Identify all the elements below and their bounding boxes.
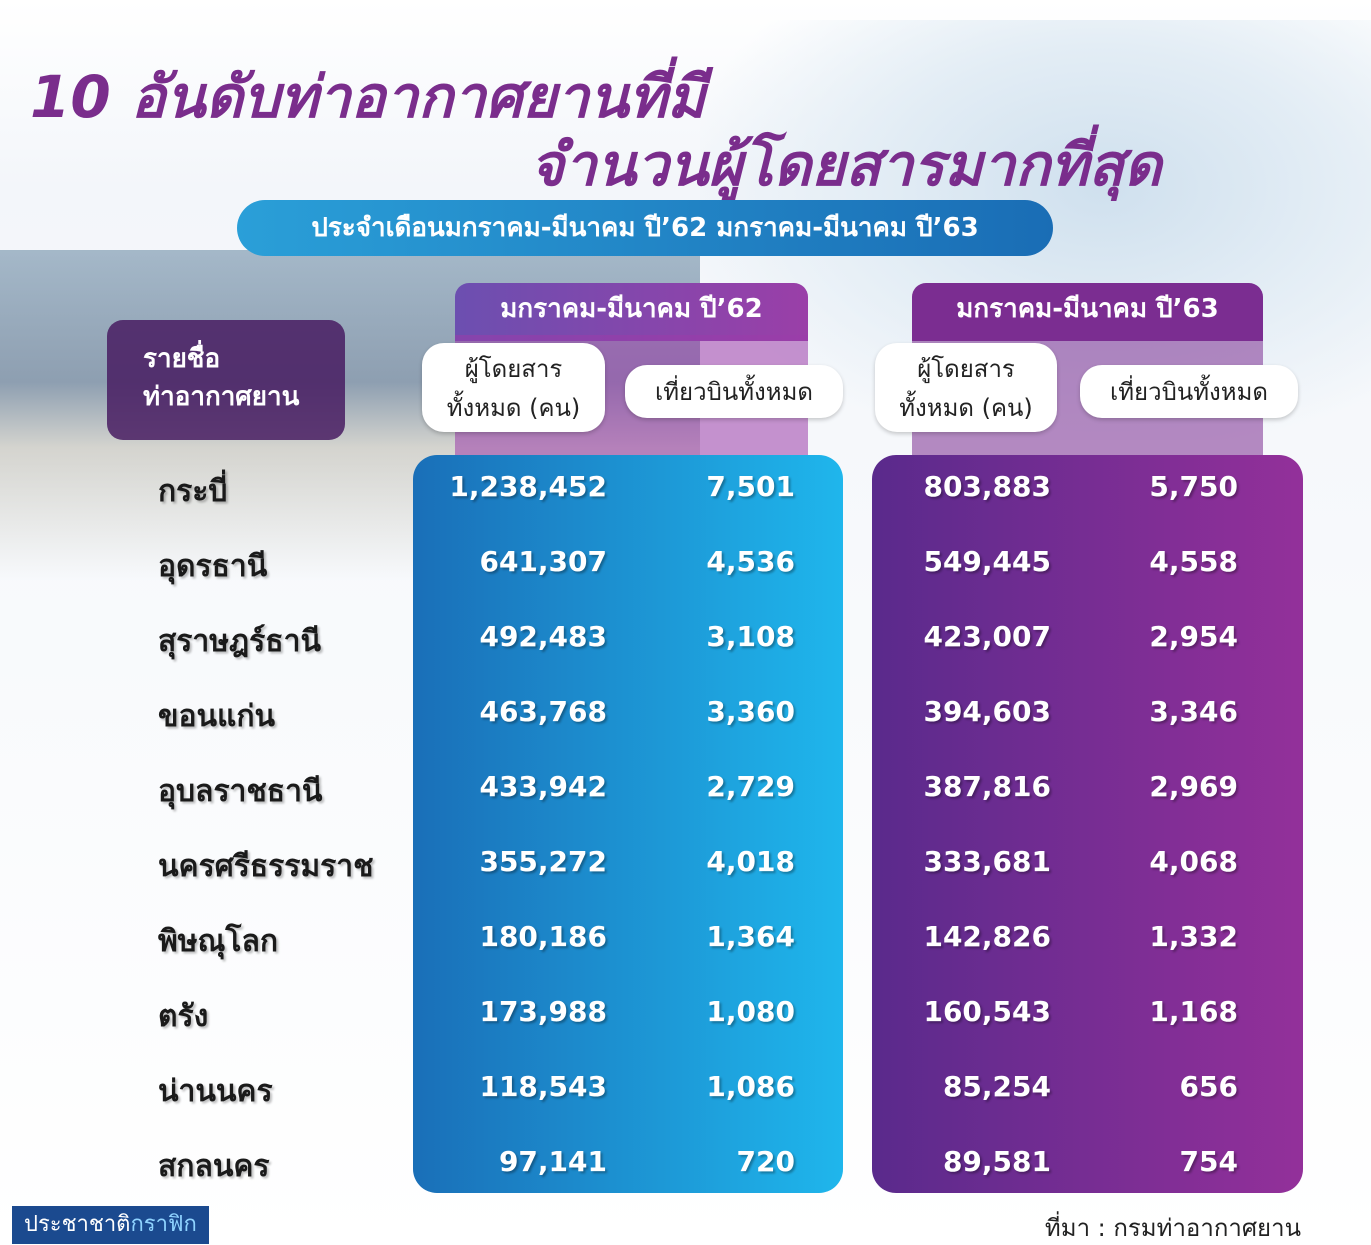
cell-value: 754 (1179, 1145, 1238, 1178)
airport-name: กระบี่ (158, 474, 228, 509)
cell-value: 641,307 (479, 545, 607, 578)
cell-value: 2,969 (1149, 770, 1238, 803)
cell-value: 1,086 (706, 1070, 795, 1103)
cell-value: 492,483 (479, 620, 607, 653)
row-header-line: รายชื่อ (143, 344, 221, 374)
cell-value: 463,768 (479, 695, 607, 728)
cell-value: 4,558 (1149, 545, 1238, 578)
cell-value: 2,954 (1149, 620, 1238, 653)
panel-2020 (872, 455, 1303, 1193)
cell-value: 387,816 (923, 770, 1051, 803)
airport-name: สกลนคร (158, 1149, 270, 1184)
cell-value: 1,238,452 (449, 470, 607, 503)
row-header: รายชื่อท่าอากาศยาน (107, 320, 345, 440)
cell-value: 85,254 (942, 1070, 1051, 1103)
column-header-line: ผู้โดยสาร (917, 354, 1015, 383)
cell-value: 142,826 (923, 920, 1051, 953)
airport-name: พิษณุโลก (158, 924, 279, 959)
column-header-line: เที่ยวบินทั้งหมด (655, 378, 813, 406)
cell-value: 4,068 (1149, 845, 1238, 878)
cell-value: 3,346 (1149, 695, 1238, 728)
cell-value: 4,018 (706, 845, 795, 878)
cell-value: 4,536 (706, 545, 795, 578)
cell-value: 89,581 (942, 1145, 1051, 1178)
brand: ประชาชาติกราฟิก (12, 1206, 209, 1244)
airport-name: นครศรีธรรมราช (158, 849, 374, 884)
cell-value: 3,360 (706, 695, 795, 728)
title-line: 10 อันดับท่าอากาศยานที่มี (30, 63, 706, 131)
title-line: จำนวนผู้โดยสารมากที่สุด (530, 131, 1162, 199)
cell-value: 97,141 (498, 1145, 607, 1178)
row-header-line: ท่าอากาศยาน (143, 382, 300, 412)
brand-part: กราฟิก (130, 1212, 197, 1237)
column-header: ผู้โดยสารทั้งหมด (คน) (422, 343, 605, 432)
airport-name: ตรัง (158, 999, 209, 1034)
cell-value: 180,186 (479, 920, 607, 953)
airport-name: อุดรธานี (158, 549, 268, 584)
brand-part: ประชาชาติ (24, 1212, 131, 1237)
airport-name: สุราษฎร์ธานี (158, 624, 321, 659)
column-header-line: ทั้งหมด (คน) (899, 393, 1033, 422)
cell-value: 549,445 (923, 545, 1051, 578)
cell-value: 1,080 (706, 995, 795, 1028)
subtitle: ประจำเดือนมกราคม-มีนาคม ปี’62 มกราคม-มีน… (237, 200, 1053, 256)
cell-value: 7,501 (706, 470, 795, 503)
cell-value: 3,108 (706, 620, 795, 653)
column-header: ผู้โดยสารทั้งหมด (คน) (875, 343, 1057, 432)
airport-name: ขอนแก่น (158, 699, 276, 734)
panel-2019 (413, 455, 843, 1193)
airport-name: อุบลราชธานี (158, 774, 323, 809)
column-header: เที่ยวบินทั้งหมด (625, 365, 843, 418)
column-header-line: เที่ยวบินทั้งหมด (1110, 378, 1268, 406)
cell-value: 118,543 (479, 1070, 607, 1103)
group-tab: มกราคม-มีนาคม ปี’62 (455, 283, 808, 341)
cell-value: 720 (736, 1145, 795, 1178)
cell-value: 394,603 (923, 695, 1051, 728)
column-header: เที่ยวบินทั้งหมด (1080, 365, 1298, 418)
cell-value: 1,168 (1149, 995, 1238, 1028)
cell-value: 803,883 (923, 470, 1051, 503)
cell-value: 656 (1179, 1070, 1238, 1103)
group-tab: มกราคม-มีนาคม ปี’63 (912, 283, 1263, 341)
column-header-line: ผู้โดยสาร (464, 354, 563, 383)
source: ที่มา : กรมท่าอากาศยาน (1044, 1214, 1301, 1242)
cell-value: 173,988 (479, 995, 607, 1028)
cell-value: 1,364 (706, 920, 795, 953)
cell-value: 2,729 (706, 770, 795, 803)
cell-value: 433,942 (479, 770, 607, 803)
cell-value: 160,543 (923, 995, 1051, 1028)
cell-value: 355,272 (479, 845, 607, 878)
airport-name: น่านนคร (158, 1074, 273, 1109)
column-header-line: ทั้งหมด (คน) (446, 393, 581, 422)
cell-value: 423,007 (923, 620, 1051, 653)
cell-value: 5,750 (1149, 470, 1238, 503)
cell-value: 1,332 (1149, 920, 1238, 953)
cell-value: 333,681 (923, 845, 1051, 878)
